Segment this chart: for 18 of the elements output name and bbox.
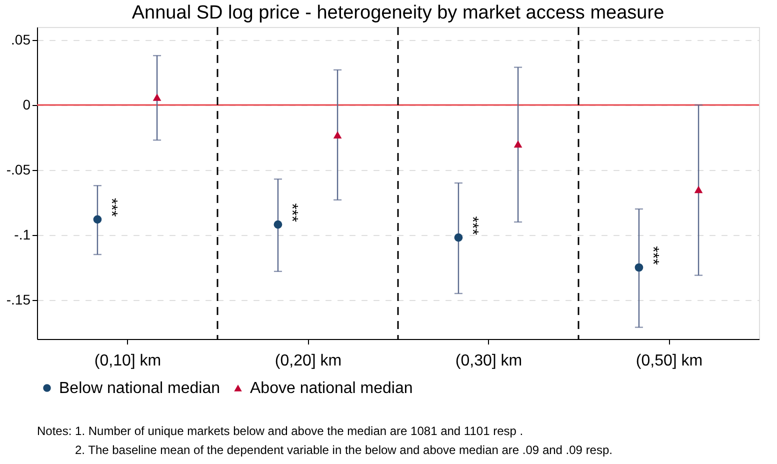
y-tick-label: -.15: [6, 292, 31, 308]
data-label: ***: [463, 216, 480, 235]
data-label: ***: [282, 203, 300, 222]
x-tick-label: (0,50] km: [636, 352, 703, 370]
y-tick-label: -.1: [14, 226, 31, 242]
text: Notes: 1. Number of unique markets below and above the median are 1081 and 1101 resp .: [37, 424, 524, 438]
y-tick-label: 0: [22, 96, 31, 112]
x-tick-label: (0,30] km: [455, 352, 522, 370]
legend-label: Below national median: [59, 380, 220, 397]
x-tick-label: (0,10] km: [94, 352, 162, 370]
data-label: ***: [102, 198, 120, 217]
chart-title: Annual SD log price - heterogeneity by market access measure: [132, 2, 664, 24]
text: 2. The baseline mean of the dependent variable in the below and above median are .09 and .09 resp.: [75, 443, 612, 457]
y-tick-label: -.05: [6, 162, 31, 178]
y-tick-label: .05: [11, 32, 31, 48]
legend-label: Above national median: [250, 380, 413, 397]
data-label: ***: [644, 246, 661, 265]
x-tick-label: (0,20] km: [274, 352, 342, 370]
